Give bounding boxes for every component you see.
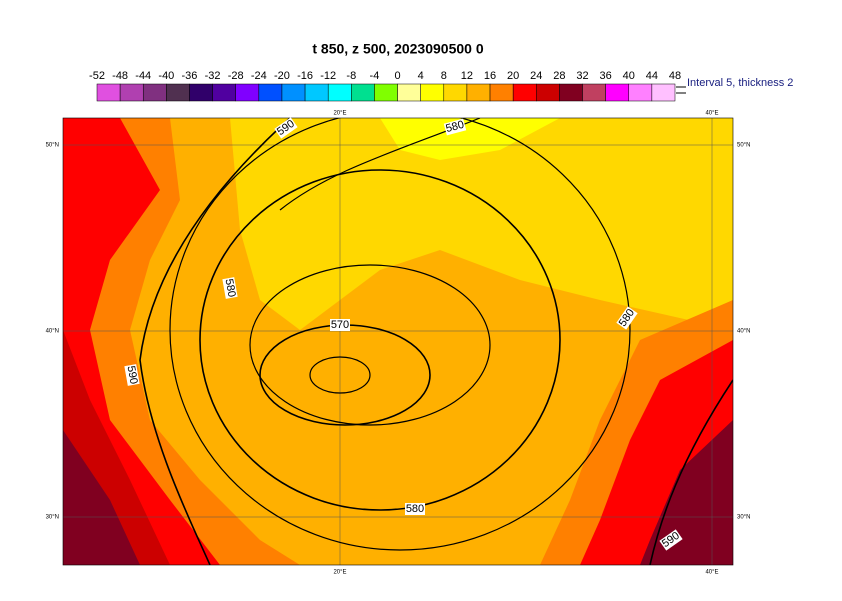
colorbar-tick-label: -48 — [112, 70, 128, 82]
colorbar-box — [512, 83, 537, 102]
lon-label: 20°E — [333, 111, 346, 117]
colorbar-tick-label: -40 — [158, 70, 174, 82]
colorbar-box — [489, 83, 514, 102]
contour-label-bg — [659, 529, 683, 551]
colorbar-box — [189, 83, 213, 102]
colorbar-tick-label: 48 — [669, 70, 681, 82]
colorbar-tick-label: -32 — [205, 70, 221, 82]
colorbar-box — [559, 83, 583, 102]
colorbar-box — [142, 83, 167, 102]
lat-label: 40°N — [46, 329, 59, 335]
colorbar-tick-label: 36 — [600, 70, 612, 82]
colorbar-box — [351, 83, 375, 102]
colorbar-tick-label: 8 — [441, 70, 447, 82]
colorbar-box — [327, 83, 352, 102]
contour-label-bg — [274, 117, 298, 139]
colorbar-box — [397, 83, 421, 102]
colorbar-tick-label: 4 — [418, 70, 424, 82]
contour-label-bg — [405, 503, 425, 515]
lat-label: 30°N — [46, 515, 59, 521]
colorbar-tick-label: -36 — [182, 70, 198, 82]
contour-label-bg — [443, 118, 467, 136]
field-hottest — [63, 430, 140, 565]
lon-label: 40°E — [705, 570, 718, 576]
contour-label: 580 — [406, 503, 424, 515]
field-hottest-se — [640, 420, 733, 565]
colorbar-box — [536, 83, 560, 102]
colorbar-tick-label: 44 — [646, 70, 658, 82]
colorbar-tick-label: 28 — [553, 70, 565, 82]
colorbar-box — [235, 83, 260, 102]
lat-label: 40°N — [737, 329, 750, 335]
contour-label: 580 — [445, 119, 466, 135]
map-frame — [62, 117, 734, 566]
colorbar-box — [281, 83, 306, 102]
colorbar-box — [582, 83, 606, 102]
lon-label: 20°E — [333, 570, 346, 576]
colorbar: -52 -48 -44 -40 -36 -32 -28 -24 -20 -16 -12 -8 -4 0 4 8… — [89, 70, 681, 102]
colorbar-tick-label: -24 — [251, 70, 267, 82]
graticule — [63, 118, 733, 565]
lon-label: 40°E — [705, 111, 718, 117]
contour-label-bg — [616, 306, 638, 330]
contour-label: 570 — [331, 319, 349, 331]
colorbar-tick-label: 12 — [461, 70, 473, 82]
contour-label: 590 — [125, 365, 140, 385]
lat-label: 50°N — [46, 143, 59, 149]
colorbar-tick-label: -4 — [370, 70, 380, 82]
colorbar-tick-label: -20 — [274, 70, 290, 82]
colorbar-box — [651, 83, 676, 102]
colorbar-tick-label: -16 — [297, 70, 313, 82]
map-labels: 50°N 50°N 40°N 40°N 30°N 30°N 20°E 20°E 40°E 40°E… — [46, 111, 751, 576]
colorbar-tick-label: 16 — [484, 70, 496, 82]
contour-label-bg — [124, 364, 140, 386]
colorbar-box — [304, 83, 329, 102]
colorbar-box — [374, 83, 398, 102]
lat-label: 30°N — [737, 515, 750, 521]
colorbar-box — [605, 83, 630, 102]
colorbar-box — [166, 83, 190, 102]
colorbar-box — [96, 83, 121, 102]
contour-label-bg — [222, 277, 238, 299]
colorbar-box — [420, 83, 445, 102]
colorbar-tick-label: -52 — [89, 70, 105, 82]
colorbar-tick-label: -8 — [346, 70, 356, 82]
colorbar-box — [466, 83, 491, 102]
field-cool — [380, 118, 560, 160]
colorbar-box — [443, 83, 468, 102]
contour-label: 580 — [223, 278, 238, 298]
colorbar-box — [258, 83, 283, 102]
colorbar-tick-label: 24 — [530, 70, 542, 82]
contour-label-bg — [330, 319, 350, 331]
colorbar-tick-label: 40 — [623, 70, 635, 82]
lat-label: 50°N — [737, 143, 750, 149]
colorbar-tick-label: 20 — [507, 70, 519, 82]
title: t 850, z 500, 2023090500 0 — [312, 41, 483, 57]
colorbar-tick-label: 32 — [576, 70, 588, 82]
contours — [139, 118, 733, 565]
colorbar-tick-label: -28 — [228, 70, 244, 82]
colorbar-note: Interval 5, thickness 2 — [687, 77, 793, 89]
colorbar-box — [628, 83, 653, 102]
colorbar-tick-label: 0 — [394, 70, 400, 82]
colorbar-box — [212, 83, 236, 102]
map-field — [63, 118, 733, 565]
colorbar-box — [119, 83, 144, 102]
colorbar-tick-label: -44 — [135, 70, 151, 82]
colorbar-tick-label: -12 — [320, 70, 336, 82]
